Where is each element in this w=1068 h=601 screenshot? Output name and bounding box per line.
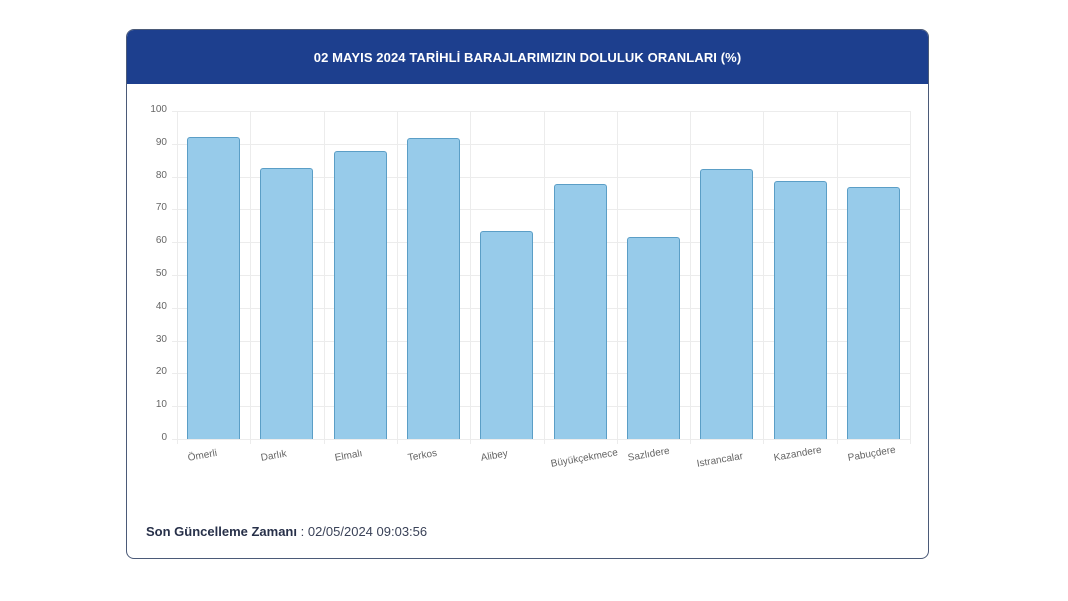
gridline-y	[172, 373, 910, 374]
x-tick-label: Terkos	[407, 447, 438, 464]
gridline-y	[172, 144, 910, 145]
bar-b-y-k-ekmece[interactable]	[554, 184, 607, 439]
y-tick-label: 50	[155, 268, 167, 279]
x-tick-label: Büyükçekmece	[550, 447, 619, 470]
gridline-x	[910, 111, 911, 444]
gridline-y	[172, 341, 910, 342]
gridline-x	[250, 111, 251, 444]
y-tick-label: 70	[155, 202, 167, 213]
y-tick-label: 40	[155, 301, 167, 312]
gridline-x	[324, 111, 325, 444]
x-tick-label: Istrancalar	[696, 450, 744, 470]
y-tick-label: 100	[150, 104, 167, 115]
gridline-x	[690, 111, 691, 444]
gridline-y	[172, 242, 910, 243]
gridline-y	[172, 439, 910, 440]
last-update-label: Son Güncelleme Zamanı	[146, 524, 297, 539]
bar-darl-k[interactable]	[260, 168, 313, 439]
y-tick-label: 30	[155, 334, 167, 345]
gridline-y	[172, 177, 910, 178]
bar-alibey[interactable]	[480, 231, 533, 439]
last-update-separator: :	[297, 524, 308, 539]
x-tick-label: Alibey	[480, 448, 509, 464]
y-tick-label: 90	[155, 137, 167, 148]
x-tick-label: Pabuçdere	[847, 444, 897, 464]
bar-istrancalar[interactable]	[700, 169, 753, 439]
bar--merli[interactable]	[187, 137, 240, 439]
x-tick-label: Elmalı	[334, 448, 364, 464]
y-tick-label: 0	[161, 432, 167, 443]
last-update: Son Güncelleme Zamanı : 02/05/2024 09:03…	[146, 524, 427, 539]
last-update-value: 02/05/2024 09:03:56	[307, 524, 428, 539]
y-tick-label: 20	[155, 366, 167, 377]
gridline-y	[172, 275, 910, 276]
gridline-x	[617, 111, 618, 444]
gridline-x	[397, 111, 398, 444]
dam-occupancy-card: 02 MAYIS 2024 TARİHLİ BARAJLARIMIZIN DOL…	[126, 29, 929, 559]
bar-sazl-dere[interactable]	[627, 237, 680, 439]
gridline-x	[837, 111, 838, 444]
card-header: 02 MAYIS 2024 TARİHLİ BARAJLARIMIZIN DOL…	[127, 30, 928, 84]
chart-title: 02 MAYIS 2024 TARİHLİ BARAJLARIMIZIN DOL…	[313, 49, 742, 65]
gridline-x	[763, 111, 764, 444]
y-tick-label: 60	[155, 235, 167, 246]
x-tick-label: Kazandere	[773, 444, 823, 464]
x-tick-label: Darlık	[260, 448, 288, 464]
bar-kazandere[interactable]	[774, 181, 827, 439]
gridline-y	[172, 406, 910, 407]
bar-elmal-[interactable]	[334, 151, 387, 439]
gridline-y	[172, 308, 910, 309]
x-tick-label: Ömerli	[187, 447, 218, 464]
bar-pabu-dere[interactable]	[847, 187, 900, 439]
y-tick-label: 10	[155, 399, 167, 410]
bar-chart: 0 10 20 30 40 50 60 70 80 90 100 Ömerli Darlık Elmalı…	[127, 30, 928, 558]
bar-terkos[interactable]	[407, 138, 460, 439]
y-tick-label: 80	[155, 170, 167, 181]
gridline-x	[177, 111, 178, 444]
x-tick-label: Sazlıdere	[627, 445, 671, 464]
gridline-x	[544, 111, 545, 444]
gridline-y	[172, 209, 910, 210]
gridline-x	[470, 111, 471, 444]
gridline-y	[172, 111, 910, 112]
